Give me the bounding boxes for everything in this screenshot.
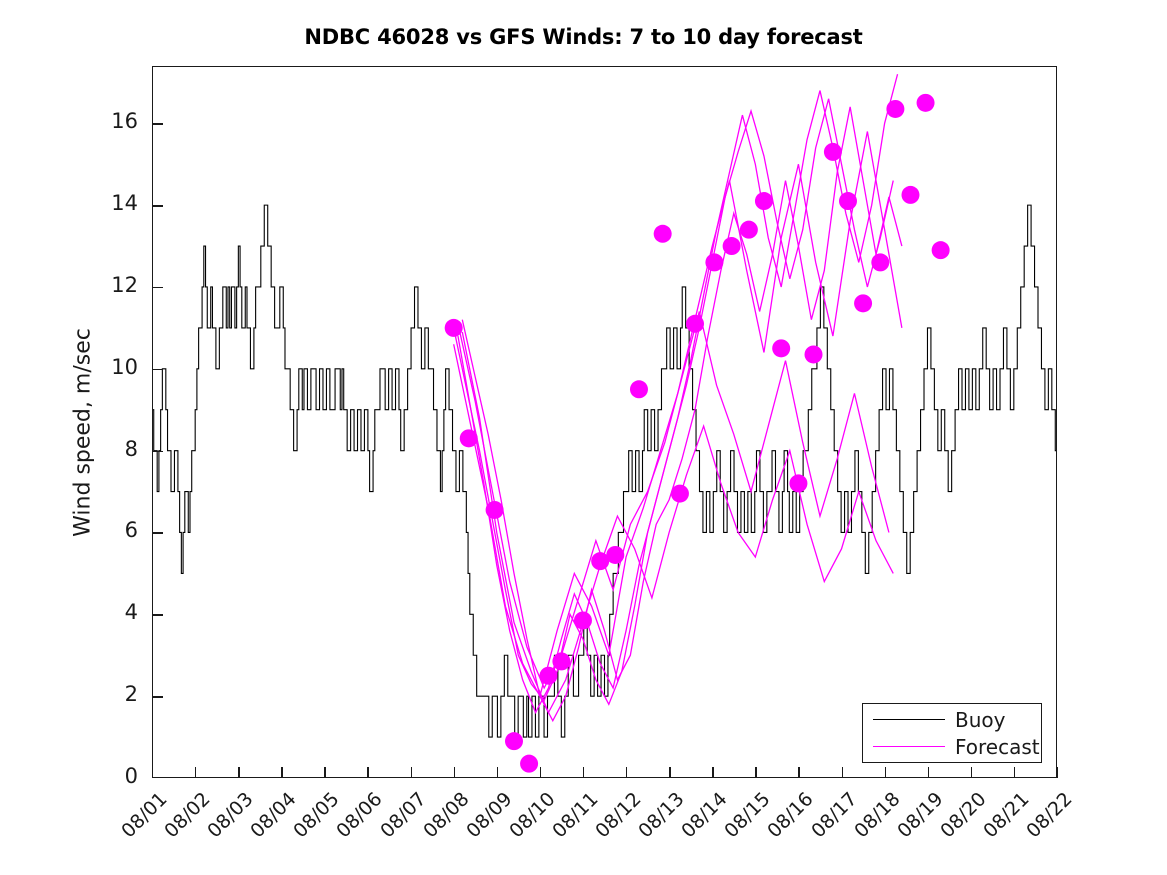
y-tick-mark: [152, 205, 163, 207]
forecast-point-marker: [739, 220, 758, 239]
x-tick-mark: [970, 767, 973, 778]
forecast-point-marker: [838, 192, 857, 211]
x-tick-mark: [1057, 767, 1059, 778]
y-tick-mark: [152, 368, 163, 371]
forecast-point-marker: [754, 192, 773, 211]
x-tick-mark: [324, 767, 326, 778]
forecast-trace-0: [454, 99, 894, 705]
x-tick-mark: [281, 767, 283, 778]
forecast-marker-points: [444, 93, 950, 773]
forecast-point-marker: [629, 380, 648, 399]
forecast-point-marker: [886, 99, 905, 118]
forecast-point-marker: [789, 474, 808, 493]
plot-area: Buoy Forecast: [152, 66, 1059, 778]
y-tick-mark: [152, 450, 163, 453]
forecast-point-marker: [772, 339, 791, 358]
legend-entry-forecast[interactable]: Forecast: [863, 734, 1043, 760]
forecast-point-marker: [823, 142, 842, 161]
forecast-point-marker: [552, 652, 571, 671]
forecast-point-marker: [520, 754, 539, 773]
buoy-series: [152, 205, 1057, 737]
chart-title: NDBC 46028 vs GFS Winds: 7 to 10 day for…: [304, 25, 863, 49]
y-tick-label: 4: [124, 600, 138, 625]
legend-label-forecast: Forecast: [955, 735, 1040, 759]
forecast-trace-4: [458, 312, 889, 688]
x-tick-mark: [582, 767, 585, 778]
forecast-point-marker: [931, 241, 950, 260]
legend-entry-buoy[interactable]: Buoy: [863, 707, 1043, 733]
x-tick-mark: [410, 767, 412, 778]
x-tick-mark: [1013, 767, 1016, 778]
y-tick-label: 0: [124, 764, 138, 788]
forecast-point-marker: [670, 484, 689, 503]
y-tick-mark: [152, 614, 163, 616]
forecast-trace-2: [462, 107, 902, 721]
legend-line-buoy: [873, 719, 945, 720]
x-tick-mark: [626, 767, 628, 778]
x-tick-mark: [669, 767, 671, 778]
forecast-trace-1: [458, 74, 898, 712]
buoy-step-line: [152, 205, 1057, 737]
x-tick-mark: [927, 767, 930, 778]
x-tick-mark: [712, 767, 714, 778]
forecast-series: [454, 74, 902, 721]
y-tick-mark: [152, 696, 163, 698]
forecast-point-marker: [901, 185, 920, 204]
forecast-point-marker: [591, 552, 610, 571]
y-tick-label: 12: [111, 272, 138, 297]
y-tick-label: 16: [111, 109, 138, 134]
y-tick-label: 10: [111, 354, 138, 379]
x-tick-mark: [496, 767, 499, 778]
forecast-point-marker: [459, 429, 478, 448]
legend-label-buoy: Buoy: [955, 708, 1006, 732]
forecast-point-marker: [705, 253, 724, 272]
forecast-point-marker: [916, 93, 935, 112]
x-tick-mark: [884, 767, 886, 778]
x-tick-mark: [195, 767, 197, 778]
forecast-trace-5: [462, 332, 893, 713]
y-tick-mark: [152, 123, 163, 125]
forecast-point-marker: [653, 224, 672, 243]
y-tick-label: 6: [124, 518, 138, 543]
x-tick-mark: [755, 767, 757, 778]
forecast-point-marker: [722, 237, 741, 256]
forecast-point-marker: [539, 666, 558, 685]
y-tick-label: 14: [111, 191, 138, 216]
forecast-point-marker: [573, 611, 592, 630]
forecast-point-marker: [606, 545, 625, 564]
x-tick-mark: [841, 767, 843, 778]
x-tick-mark: [367, 767, 369, 778]
y-tick-mark: [152, 532, 163, 534]
forecast-point-marker: [444, 318, 463, 337]
y-tick-mark: [152, 286, 163, 289]
forecast-point-marker: [485, 500, 504, 519]
x-tick-mark: [798, 767, 800, 778]
legend-box[interactable]: Buoy Forecast: [862, 703, 1042, 763]
y-tick-label: 8: [124, 436, 138, 461]
data-layer: [152, 66, 1057, 773]
y-tick-label: 2: [124, 682, 138, 707]
x-tick-mark: [453, 767, 456, 778]
forecast-point-marker: [871, 253, 890, 272]
x-tick-mark: [238, 767, 240, 778]
forecast-point-marker: [804, 345, 823, 364]
forecast-point-marker: [854, 294, 873, 313]
forecast-point-marker: [505, 732, 523, 751]
forecast-point-marker: [686, 314, 704, 333]
x-tick-mark: [539, 767, 542, 778]
x-tick-mark: [152, 767, 154, 778]
legend-line-forecast: [873, 746, 945, 747]
